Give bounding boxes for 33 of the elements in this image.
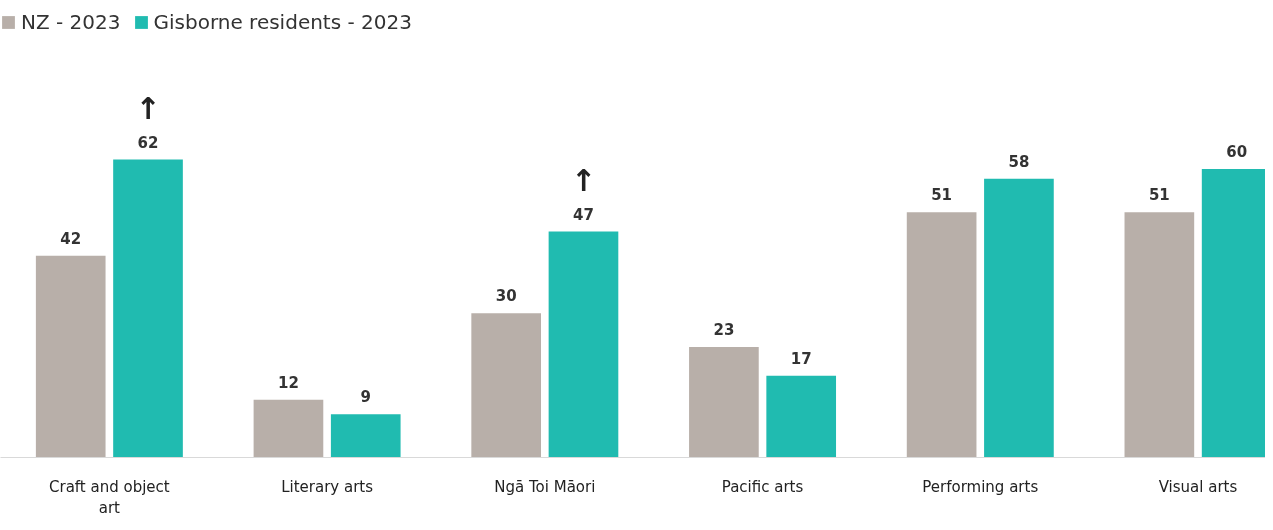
legend-label: NZ - 2023: [21, 10, 121, 34]
data-label: 23: [713, 320, 735, 339]
bar: [113, 159, 183, 458]
data-label: 47: [573, 205, 594, 224]
bar: [984, 178, 1054, 458]
annotation: ↑: [570, 162, 597, 198]
data-label: 62: [137, 133, 159, 152]
bar: [471, 313, 542, 458]
bar: [330, 414, 401, 458]
legend-label: Gisborne residents - 2023: [153, 10, 412, 34]
bar: [766, 375, 837, 458]
bar: [689, 346, 759, 458]
data-label: 51: [931, 186, 953, 205]
data-label: 58: [1008, 152, 1030, 171]
bar: [253, 399, 324, 458]
x-tick-label: Ngā Toi Māori: [494, 477, 596, 496]
x-tick-label: Craft and object art: [49, 477, 170, 518]
data-label: 30: [495, 287, 517, 306]
x-tick-label: Performing arts: [922, 477, 1039, 496]
bar: [1124, 212, 1195, 458]
annotation: ↑: [135, 90, 161, 126]
data-label: 9: [360, 388, 371, 407]
data-label: 12: [278, 373, 299, 392]
data-label: 60: [1226, 143, 1248, 162]
x-tick-label: Visual arts: [1158, 477, 1238, 496]
x-tick-label: Literary arts: [281, 477, 374, 496]
bar: [35, 255, 106, 458]
x-tick-label: Pacific arts: [721, 477, 804, 496]
data-label: 42: [60, 229, 82, 248]
data-label: 17: [790, 349, 812, 368]
bar: [906, 212, 977, 458]
data-label: 51: [1148, 186, 1170, 205]
bar: [548, 231, 619, 458]
